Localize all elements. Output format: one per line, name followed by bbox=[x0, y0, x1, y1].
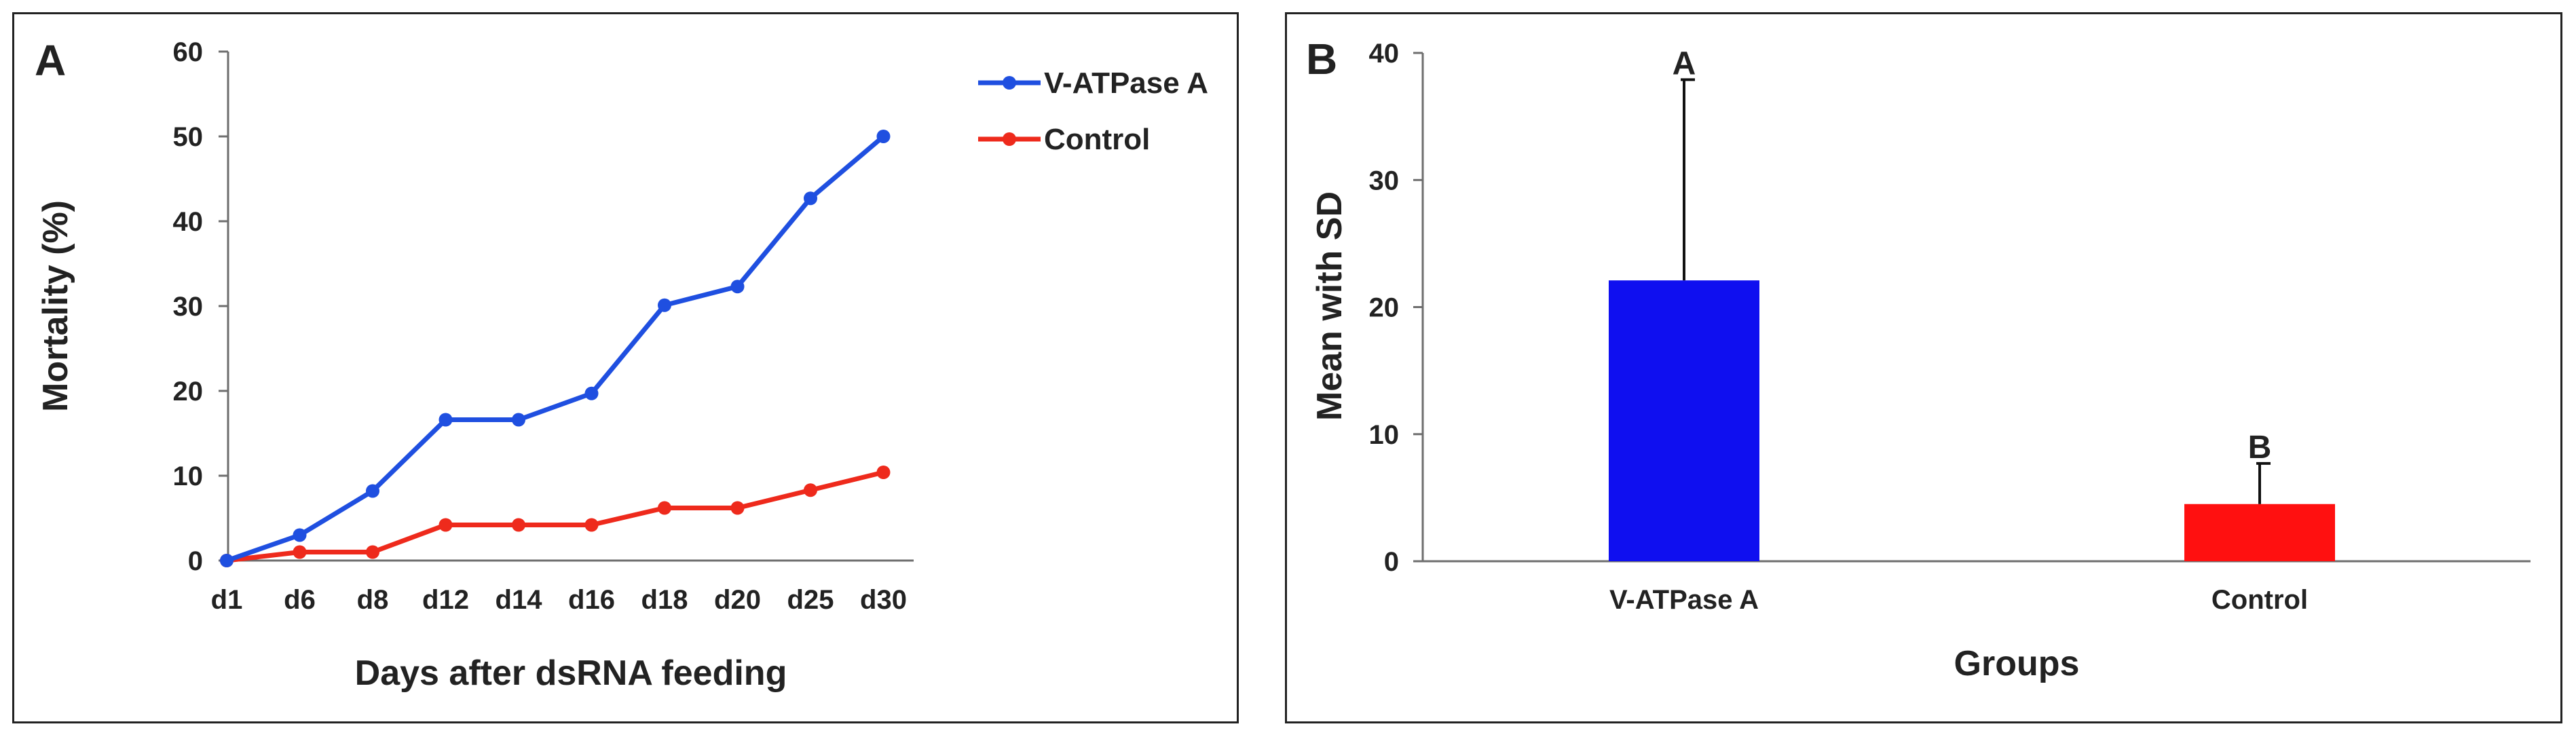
y-tick-label: 40 bbox=[1369, 39, 1400, 69]
x-tick-label: d16 bbox=[568, 585, 615, 615]
x-tick-label: d6 bbox=[284, 585, 316, 615]
x-tick-label: d25 bbox=[787, 585, 834, 615]
data-point-v-atpase-a bbox=[584, 386, 599, 400]
data-point-v-atpase-a bbox=[366, 484, 379, 498]
y-tick-label: 10 bbox=[173, 461, 204, 491]
x-axis-title: Groups bbox=[1954, 644, 2080, 683]
legend-label-v-atpase-a: V-ATPase A bbox=[1044, 67, 1208, 100]
panel-label-b: B bbox=[1306, 35, 1337, 83]
x-tick-label: d20 bbox=[714, 585, 761, 615]
panel-label-a: A bbox=[35, 36, 66, 85]
data-point-v-atpase-a bbox=[730, 280, 745, 294]
panel-b-bar-chart: B 0 10 20 30 40 A V-ATPase A B Control Groups Mean … bbox=[1285, 12, 2562, 723]
bar-control bbox=[2184, 504, 2335, 561]
x-tick-label: Control bbox=[2211, 585, 2308, 615]
legend-label-control: Control bbox=[1044, 123, 1150, 156]
data-point-control bbox=[876, 466, 891, 479]
y-tick-label: 30 bbox=[173, 292, 204, 322]
data-point-control bbox=[658, 501, 671, 515]
legend-marker-v-atpase-a bbox=[1003, 76, 1016, 90]
y-axis-title: Mean with SD bbox=[1310, 191, 1349, 421]
data-point-v-atpase-a bbox=[876, 130, 891, 143]
data-point-control bbox=[366, 545, 379, 559]
x-tick-label: d14 bbox=[496, 585, 543, 615]
bar-v-atpase-a bbox=[1609, 280, 1759, 561]
data-point-control bbox=[512, 518, 525, 532]
x-tick-label: d30 bbox=[860, 585, 907, 615]
y-tick-label: 20 bbox=[1369, 293, 1400, 323]
x-tick-label: d18 bbox=[641, 585, 688, 615]
data-point-control bbox=[293, 545, 307, 559]
y-tick-label: 40 bbox=[173, 207, 204, 237]
data-point-control bbox=[584, 518, 599, 532]
y-tick-label: 10 bbox=[1369, 420, 1400, 450]
data-point-control bbox=[730, 501, 745, 515]
data-point-v-atpase-a bbox=[804, 191, 817, 206]
series-line-control bbox=[226, 470, 884, 563]
x-tick-label: d12 bbox=[422, 585, 469, 615]
y-tick-label: 50 bbox=[173, 122, 204, 152]
data-point-v-atpase-a bbox=[220, 554, 234, 567]
panel-a-line-chart: A 0 10 20 30 40 50 60 d1 d6 d8 d12 d14 d16 d18 d20 d25 d3… bbox=[12, 12, 1239, 723]
data-point-v-atpase-a bbox=[658, 298, 671, 312]
series-line-v-atpase-a bbox=[225, 134, 885, 563]
data-point-control bbox=[438, 518, 453, 532]
data-point-v-atpase-a bbox=[293, 528, 307, 542]
x-axis-title: Days after dsRNA feeding bbox=[355, 654, 787, 693]
bar-chart-svg: B 0 10 20 30 40 A V-ATPase A B Control Groups Mean … bbox=[1306, 35, 2531, 683]
data-point-v-atpase-a bbox=[512, 413, 525, 427]
y-tick-label: 0 bbox=[188, 546, 203, 576]
significance-letter-control: B bbox=[2248, 430, 2272, 466]
y-axis-title: Mortality (%) bbox=[36, 200, 75, 412]
y-tick-label: 0 bbox=[1384, 547, 1399, 577]
y-tick-label: 60 bbox=[173, 37, 204, 67]
x-tick-label: d8 bbox=[357, 585, 389, 615]
data-point-v-atpase-a bbox=[438, 413, 453, 427]
x-tick-label: V-ATPase A bbox=[1609, 585, 1759, 615]
x-tick-label: d1 bbox=[211, 585, 243, 615]
line-chart-svg: A 0 10 20 30 40 50 60 d1 d6 d8 d12 d14 d16 d18 d20 d25 d3… bbox=[35, 36, 1208, 693]
y-tick-label: 20 bbox=[173, 377, 204, 407]
significance-letter-v-atpase-a: A bbox=[1673, 45, 1696, 81]
legend-marker-control bbox=[1003, 132, 1016, 146]
data-point-control bbox=[804, 483, 817, 497]
y-tick-label: 30 bbox=[1369, 166, 1400, 195]
